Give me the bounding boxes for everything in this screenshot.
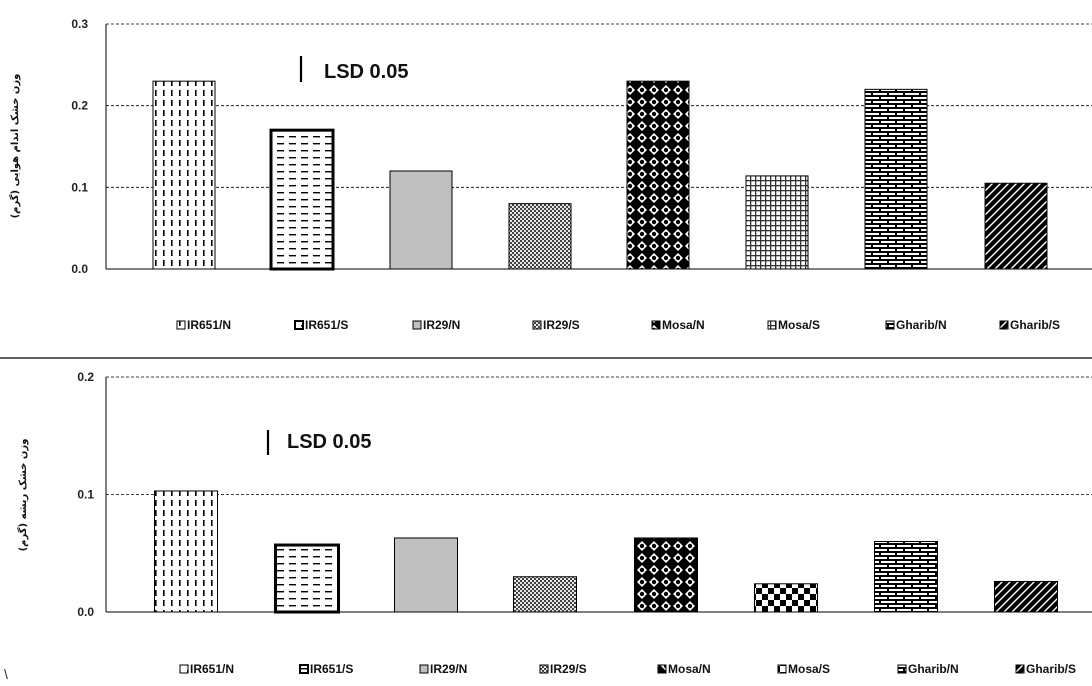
legend-swatch: [885, 320, 895, 330]
y-tick-label: 0.0: [71, 262, 88, 276]
lsd-label: LSD 0.05: [287, 431, 371, 453]
bar-gharib-s: [994, 580, 1058, 613]
legend-label: Gharib/S: [1026, 662, 1076, 676]
legend-swatch: [897, 664, 907, 674]
legend-swatch: [1015, 664, 1025, 674]
legend-swatch: [412, 320, 422, 330]
legend-label: IR651/N: [187, 318, 231, 332]
bottom-chart: 0.0 0.1 0.2 LSD 0.05 وزن خشک ریشه (گرم) IR651…: [16, 370, 1092, 676]
legend-label: Mosa/N: [668, 662, 711, 676]
lsd-label: LSD 0.05: [324, 61, 408, 83]
legend-swatch: [651, 320, 661, 330]
legend-label: IR29/N: [430, 662, 467, 676]
bar-ir29-n: [389, 170, 453, 270]
top-chart: 0.0 0.1 0.2 0.3 LSD 0.05 وزن خشک اندام هوایی …: [8, 17, 1092, 332]
bar-ir651-n: [152, 80, 216, 270]
y-tick-label: 0.2: [77, 370, 94, 384]
bar-ir651-s: [274, 543, 340, 614]
legend-label: Mosa/N: [662, 318, 705, 332]
bar-mosa-s: [745, 175, 809, 270]
legend-swatch: [539, 664, 549, 674]
legend-swatch: [532, 320, 542, 330]
y-tick-label: 0.1: [71, 180, 88, 194]
legend-label: IR29/N: [423, 318, 460, 332]
y-axis-label: وزن خشک اندام هوایی (گرم): [8, 74, 21, 219]
legend-label: IR29/S: [550, 662, 587, 676]
legend-swatch: [657, 664, 667, 674]
legend-label: Gharib/N: [908, 662, 959, 676]
bar-ir651-s: [269, 128, 335, 271]
legend-swatch: [999, 320, 1009, 330]
y-tick-label: 0.2: [71, 99, 88, 113]
bar-gharib-s: [984, 182, 1048, 270]
legend-label: IR651/S: [310, 662, 353, 676]
bar-mosa-n: [634, 537, 698, 613]
legend-swatch: [299, 664, 309, 674]
y-axis-label: وزن خشک ریشه (گرم): [16, 439, 29, 552]
legend-label: IR651/N: [190, 662, 234, 676]
legend-label: Gharib/S: [1010, 318, 1060, 332]
bar-mosa-s: [754, 583, 818, 613]
legend-label: Mosa/S: [778, 318, 820, 332]
y-tick-label: 0.1: [77, 488, 94, 502]
bar-ir29-n: [394, 537, 458, 613]
bar-mosa-n: [626, 80, 690, 270]
legend-swatch: [176, 320, 186, 330]
legend-swatch: [179, 664, 189, 674]
legend-swatch: [419, 664, 429, 674]
legend-label: IR651/S: [305, 318, 348, 332]
bar-ir29-s: [508, 203, 572, 270]
y-tick-label: 0.3: [71, 17, 88, 31]
legend-swatch: [767, 320, 777, 330]
y-tick-label: 0.0: [77, 605, 94, 619]
bar-gharib-n: [874, 541, 938, 613]
legend-label: IR29/S: [543, 318, 580, 332]
bar-ir651-n: [154, 490, 218, 613]
legend-label: Gharib/N: [896, 318, 947, 332]
stray-mark: \: [4, 666, 8, 682]
legend-swatch: [777, 664, 787, 674]
bar-ir29-s: [513, 576, 577, 613]
legend-label: Mosa/S: [788, 662, 830, 676]
legend-swatch: [294, 320, 304, 330]
bar-gharib-n: [864, 88, 928, 270]
